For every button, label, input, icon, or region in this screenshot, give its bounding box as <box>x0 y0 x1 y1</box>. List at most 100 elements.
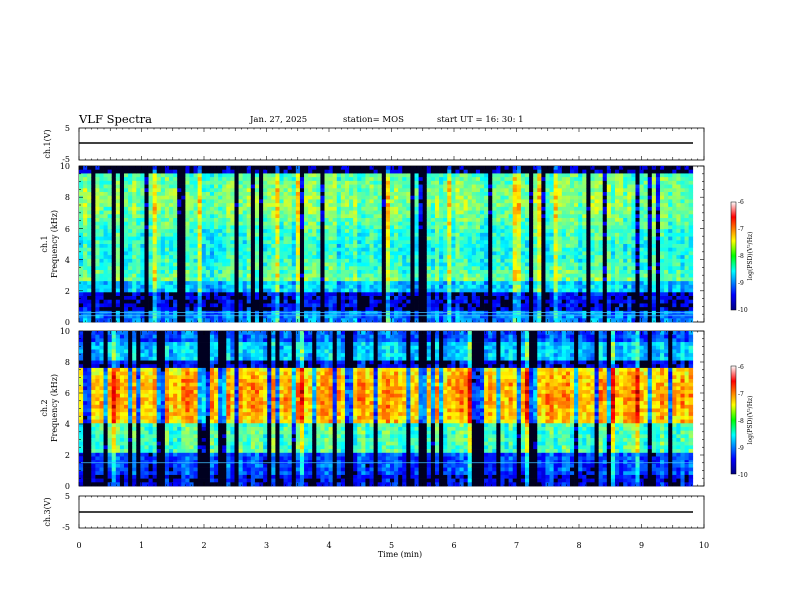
spectrogram-cell <box>500 232 505 237</box>
spectrogram-cell <box>381 303 387 308</box>
spectrogram-cell <box>410 214 415 219</box>
spectrogram-cell <box>463 236 469 241</box>
spectrogram-cell <box>312 236 317 241</box>
spectrogram-cell <box>234 206 239 211</box>
spectrogram-cell <box>447 273 452 278</box>
spectrogram-cell <box>299 247 305 252</box>
spectrogram-cell <box>230 303 235 308</box>
spectrogram-cell <box>164 277 170 282</box>
spectrogram-cell <box>287 214 293 219</box>
spectrogram-cell <box>320 214 325 219</box>
spectrogram-cell <box>410 188 415 193</box>
spectrogram-cell <box>545 225 550 230</box>
spectrogram-cell <box>201 203 207 208</box>
spectrogram-cell <box>410 236 415 241</box>
spectrogram-cell <box>349 240 354 245</box>
spectrogram-cell <box>169 251 174 256</box>
spectrogram-cell <box>271 247 276 252</box>
spectrogram-cell <box>222 277 227 282</box>
spectrogram-cell <box>557 281 563 286</box>
spectrogram-cell <box>430 296 436 301</box>
spectrogram-cell <box>144 258 149 263</box>
spectrogram-cell <box>557 299 563 304</box>
spectrogram-cell <box>508 206 514 211</box>
spectrogram-cell <box>463 218 469 223</box>
spectrogram-cell <box>295 236 301 241</box>
date-label: Jan. 27, 2025 <box>249 115 307 125</box>
spectrogram-cell <box>209 173 215 178</box>
spectrogram-cell <box>201 232 207 237</box>
spectrogram-cell <box>259 277 264 282</box>
spectrogram-cell <box>205 270 211 275</box>
spectrogram-cell <box>524 251 530 256</box>
spectrogram-cell <box>361 292 366 297</box>
spectrogram-cell <box>410 247 415 252</box>
spectrogram-cell <box>332 247 338 252</box>
spectrogram-cell <box>132 244 137 249</box>
spectrogram-cell <box>119 221 125 226</box>
spectrogram-cell <box>328 229 334 234</box>
spectrogram-cell <box>209 206 215 211</box>
spectrogram-cell <box>156 307 162 312</box>
spectrogram-cell <box>402 177 407 182</box>
spectrogram-cell <box>279 184 284 189</box>
spectrogram-cell <box>173 199 178 204</box>
spectrogram-cell <box>222 192 227 197</box>
spectrogram-cell <box>430 288 436 293</box>
spectrogram-cell <box>512 214 518 219</box>
spectrogram-cell <box>430 203 436 208</box>
spectrogram-cell <box>128 270 133 275</box>
spectrogram-cell <box>103 314 108 319</box>
spectrogram-cell <box>148 299 153 304</box>
spectrogram-cell <box>99 173 104 178</box>
spectrogram-cell <box>287 318 293 323</box>
spectrogram-cell <box>181 307 186 312</box>
spectrogram-cell <box>426 240 432 245</box>
spectrogram-cell <box>152 244 158 249</box>
spectrogram-cell <box>500 236 505 241</box>
spectrogram-cell <box>291 210 297 215</box>
spectrogram-cell <box>484 273 489 278</box>
spectrogram-cell <box>197 251 203 256</box>
spectrogram-cell <box>250 296 256 301</box>
spectrogram-cell <box>385 169 391 174</box>
spectrogram-cell <box>557 318 563 323</box>
spectrogram-cell <box>177 221 182 226</box>
spectrogram-cell <box>381 296 387 301</box>
spectrogram-cell <box>496 240 501 245</box>
spectrogram-cell <box>267 177 272 182</box>
spectrogram-cell <box>250 255 256 260</box>
spectrogram-cell <box>455 192 460 197</box>
spectrogram-cell <box>516 214 522 219</box>
spectrogram-cell <box>111 166 117 171</box>
spectrogram-cell <box>471 188 477 193</box>
spectrogram-cell <box>140 195 145 200</box>
spectrogram-cell <box>328 166 334 171</box>
spectrogram-cell <box>283 195 289 200</box>
spectrogram-cell <box>177 296 182 301</box>
spectrogram-cell <box>422 195 428 200</box>
spectrogram-cell <box>91 288 96 293</box>
spectrogram-cell <box>561 270 567 275</box>
spectrogram-cell <box>230 240 235 245</box>
spectrogram-cell <box>160 203 166 208</box>
spectrogram-cell <box>349 177 354 182</box>
spectrogram-cell <box>389 218 395 223</box>
spectrogram-cell <box>410 203 415 208</box>
spectrogram-cell <box>398 244 403 249</box>
spectrogram-cell <box>99 273 104 278</box>
spectrogram-cell <box>136 303 141 308</box>
spectrogram-cell <box>492 255 497 260</box>
spectrogram-cell <box>434 258 440 263</box>
spectrogram-cell <box>553 210 559 215</box>
spectrogram-cell <box>152 270 158 275</box>
spectrogram-cell <box>140 266 145 271</box>
spectrogram-cell <box>512 284 518 289</box>
spectrogram-cell <box>553 281 559 286</box>
spectrogram-cell <box>295 169 301 174</box>
spectrogram-cell <box>111 273 117 278</box>
spectrogram-cell <box>529 284 534 289</box>
spectrogram-cell <box>332 169 338 174</box>
spectrogram-cell <box>410 318 415 323</box>
spectrogram-cell <box>107 258 113 263</box>
